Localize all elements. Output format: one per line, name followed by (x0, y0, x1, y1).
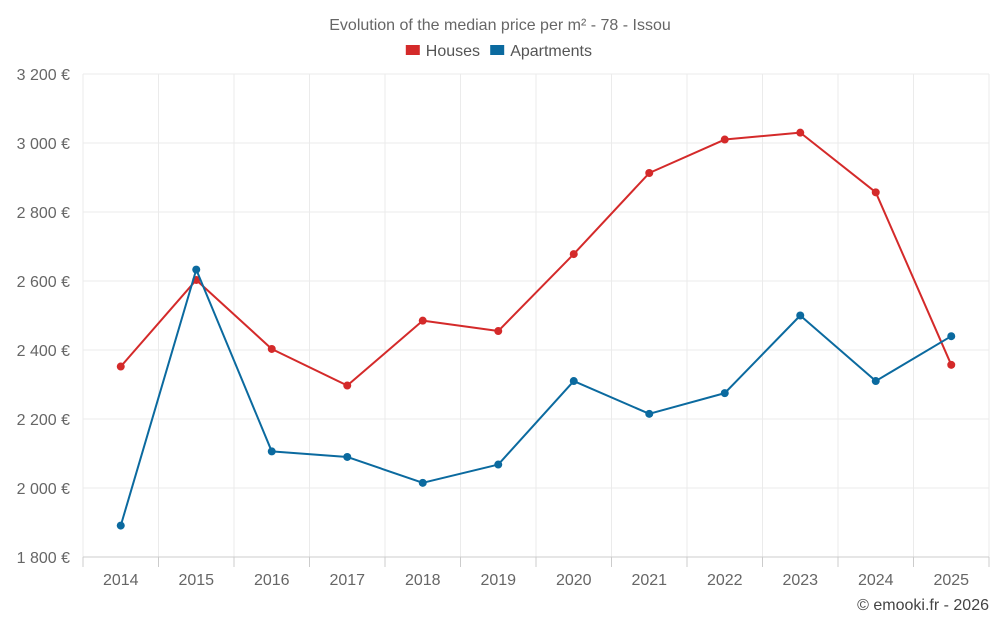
legend-swatch-houses (405, 45, 420, 55)
data-point-houses[interactable] (267, 344, 276, 353)
series-line-houses (119, 131, 953, 387)
data-point-houses[interactable] (871, 188, 880, 197)
x-tick-label: 2022 (707, 572, 743, 589)
data-point-apartments[interactable] (343, 452, 352, 461)
data-point-houses[interactable] (116, 362, 125, 371)
legend-item-houses[interactable]: Houses (405, 43, 480, 60)
legend: Houses Apartments (405, 43, 592, 60)
legend-swatch-apartments (490, 45, 505, 55)
data-point-houses[interactable] (494, 327, 503, 336)
x-tick-label: 2021 (631, 572, 667, 589)
legend-label-apartments: Apartments (510, 43, 592, 60)
data-point-houses[interactable] (343, 381, 352, 390)
legend-item-apartments[interactable]: Apartments (490, 43, 592, 60)
x-tick-label: 2018 (405, 572, 441, 589)
series-line-apartments (119, 268, 952, 526)
data-point-houses[interactable] (569, 250, 578, 259)
x-tick-label: 2015 (178, 572, 214, 589)
x-tick-label: 2020 (556, 572, 592, 589)
x-tick-label: 2014 (103, 572, 139, 589)
data-point-apartments[interactable] (947, 332, 956, 341)
data-point-apartments[interactable] (418, 478, 427, 487)
y-tick-label: 2 400 € (17, 343, 70, 360)
legend-label-houses: Houses (426, 43, 480, 60)
data-point-apartments[interactable] (494, 460, 503, 469)
data-point-houses[interactable] (720, 135, 729, 144)
x-tick-label: 2023 (782, 572, 818, 589)
data-point-apartments[interactable] (116, 521, 125, 530)
series-apartments (116, 265, 956, 530)
y-tick-label: 2 800 € (17, 205, 70, 222)
data-point-houses[interactable] (796, 128, 805, 137)
series-layer (116, 128, 956, 530)
x-tick-label: 2016 (254, 572, 290, 589)
y-tick-label: 3 000 € (17, 136, 70, 153)
data-point-houses[interactable] (418, 316, 427, 325)
y-tick-label: 1 800 € (17, 550, 70, 567)
data-point-apartments[interactable] (645, 409, 654, 418)
data-point-apartments[interactable] (796, 311, 805, 320)
x-tick-label: 2024 (858, 572, 894, 589)
y-tick-label: 2 600 € (17, 274, 70, 291)
series-houses (116, 128, 956, 390)
y-tick-label: 3 200 € (17, 67, 70, 84)
data-point-apartments[interactable] (569, 377, 578, 386)
y-tick-label: 2 200 € (17, 412, 70, 429)
x-tick-label: 2025 (933, 572, 969, 589)
x-tick-label: 2019 (480, 572, 516, 589)
data-point-apartments[interactable] (192, 265, 201, 274)
y-tick-label: 2 000 € (17, 481, 70, 498)
data-point-apartments[interactable] (267, 447, 276, 456)
axes: 1 800 € 2 000 € 2 200 € 2 400 € 2 600 € 2 800… (17, 67, 990, 589)
grid (82, 73, 990, 557)
chart-title: Evolution of the median price per m² - 7… (329, 17, 671, 34)
credit-text: © emooki.fr - 2026 (857, 597, 989, 614)
data-point-houses[interactable] (947, 360, 956, 369)
data-point-houses[interactable] (645, 169, 654, 178)
data-point-apartments[interactable] (720, 389, 729, 398)
data-point-apartments[interactable] (871, 377, 880, 386)
x-tick-label: 2017 (329, 572, 365, 589)
